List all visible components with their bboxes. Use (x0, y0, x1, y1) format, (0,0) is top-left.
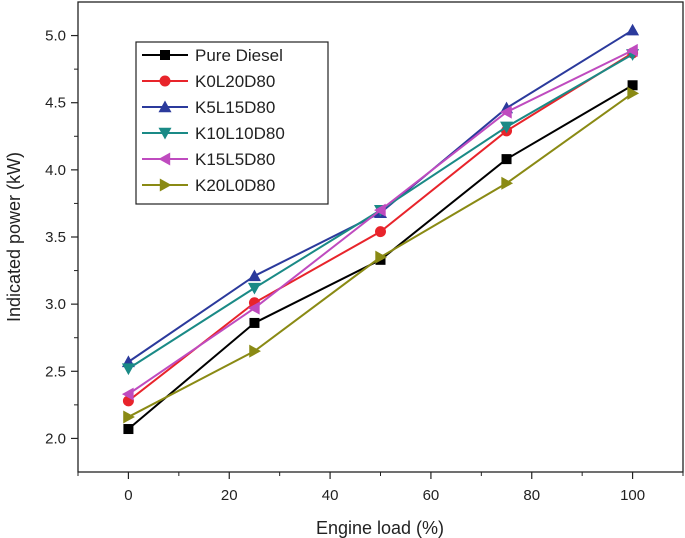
legend-marker (158, 127, 172, 140)
data-point (247, 269, 261, 282)
y-tick-label: 5.0 (45, 28, 66, 45)
x-tick-label: 20 (221, 487, 238, 504)
data-point (249, 344, 261, 358)
x-tick-label: 40 (322, 487, 339, 504)
x-tick-label: 100 (620, 487, 645, 504)
data-point (375, 250, 387, 264)
x-tick-label: 80 (523, 487, 540, 504)
legend-marker (159, 178, 172, 192)
legend-marker (158, 100, 172, 113)
data-point (247, 301, 260, 315)
legend-label: K15L5D80 (195, 150, 275, 169)
x-axis-ticks: 0 20 40 60 80 100 (77, 472, 684, 504)
data-point (500, 121, 514, 134)
data-point (500, 105, 512, 119)
legend: Pure Diesel K0L20D80 K5L15D80 K10L10D80 K15L… (135, 41, 329, 205)
y-tick-label: 4.0 (45, 162, 66, 179)
data-point (247, 282, 261, 295)
series-group (121, 43, 638, 401)
legend-label: Pure Diesel (195, 46, 283, 65)
legend-label: K5L15D80 (195, 98, 275, 117)
data-point (249, 317, 260, 328)
data-point (121, 387, 134, 401)
x-tick-label: 0 (124, 487, 132, 504)
legend-marker (160, 50, 170, 60)
data-point (501, 176, 514, 190)
data-point (375, 226, 386, 238)
y-tick-label: 3.0 (45, 296, 66, 313)
data-point (627, 80, 638, 91)
data-point (501, 154, 512, 165)
legend-box (135, 41, 329, 205)
data-point (627, 86, 640, 100)
y-tick-label: 2.5 (45, 363, 66, 380)
series-layer (121, 23, 640, 435)
legend-label: K0L20D80 (195, 72, 275, 91)
x-tick-label: 60 (423, 487, 440, 504)
data-point (123, 424, 134, 435)
y-tick-label: 4.5 (45, 95, 66, 112)
legend-label: K10L10D80 (195, 124, 285, 143)
data-point (374, 203, 386, 217)
y-tick-label: 3.5 (45, 229, 66, 246)
data-point (626, 23, 640, 36)
y-axis-label: Indicated power (kW) (4, 152, 24, 322)
data-point (123, 410, 135, 424)
y-axis-ticks: 2.0 2.5 3.0 3.5 4.0 4.5 5.0 (45, 28, 78, 447)
series-group (123, 86, 640, 424)
data-point (626, 43, 638, 57)
legend-marker (159, 75, 171, 87)
x-axis-label: Engine load (%) (316, 518, 444, 538)
y-tick-label: 2.0 (45, 430, 66, 447)
legend-marker (158, 152, 171, 166)
legend-label: K20L0D80 (195, 176, 275, 195)
data-point (121, 363, 135, 376)
